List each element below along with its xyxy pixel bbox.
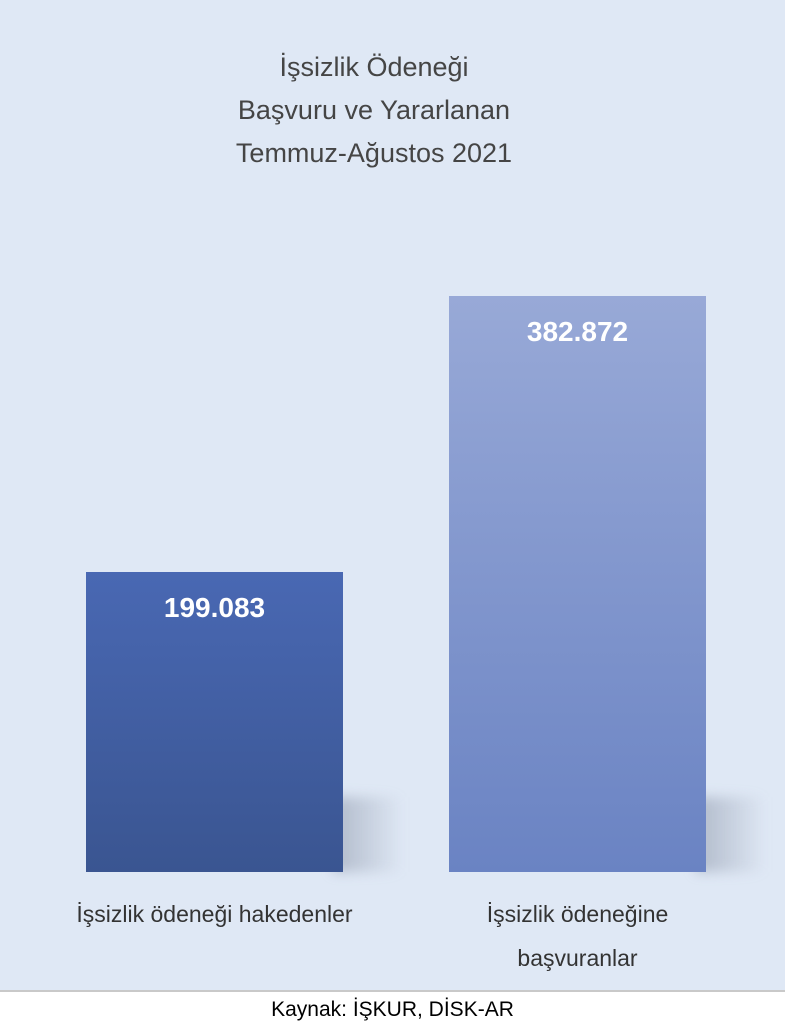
x-tick-label: İşsizlik ödeneğine başvuranlar — [486, 901, 669, 971]
bar-shadow — [696, 797, 766, 872]
x-tick-label: İşsizlik ödeneği hakedenler — [76, 901, 353, 927]
data-label: 382.872 — [526, 316, 629, 347]
bar: 199.083 — [86, 572, 343, 872]
separator — [0, 990, 785, 992]
data-label: 199.083 — [163, 592, 266, 624]
chart-title: Başvuru ve Yararlanan — [237, 95, 511, 125]
chart-title: Temmuz-Ağustos 2021 — [235, 138, 513, 168]
bar-shadow — [333, 797, 403, 872]
chart-title: İşsizlik Ödeneği — [279, 52, 469, 82]
source: Kaynak: İŞKUR, DİSK-AR — [271, 998, 514, 1021]
bar: 382.872 — [449, 296, 706, 872]
plot-area: İşsizlik Ödeneği Başvuru ve Yararlanan Tem… — [0, 0, 785, 990]
